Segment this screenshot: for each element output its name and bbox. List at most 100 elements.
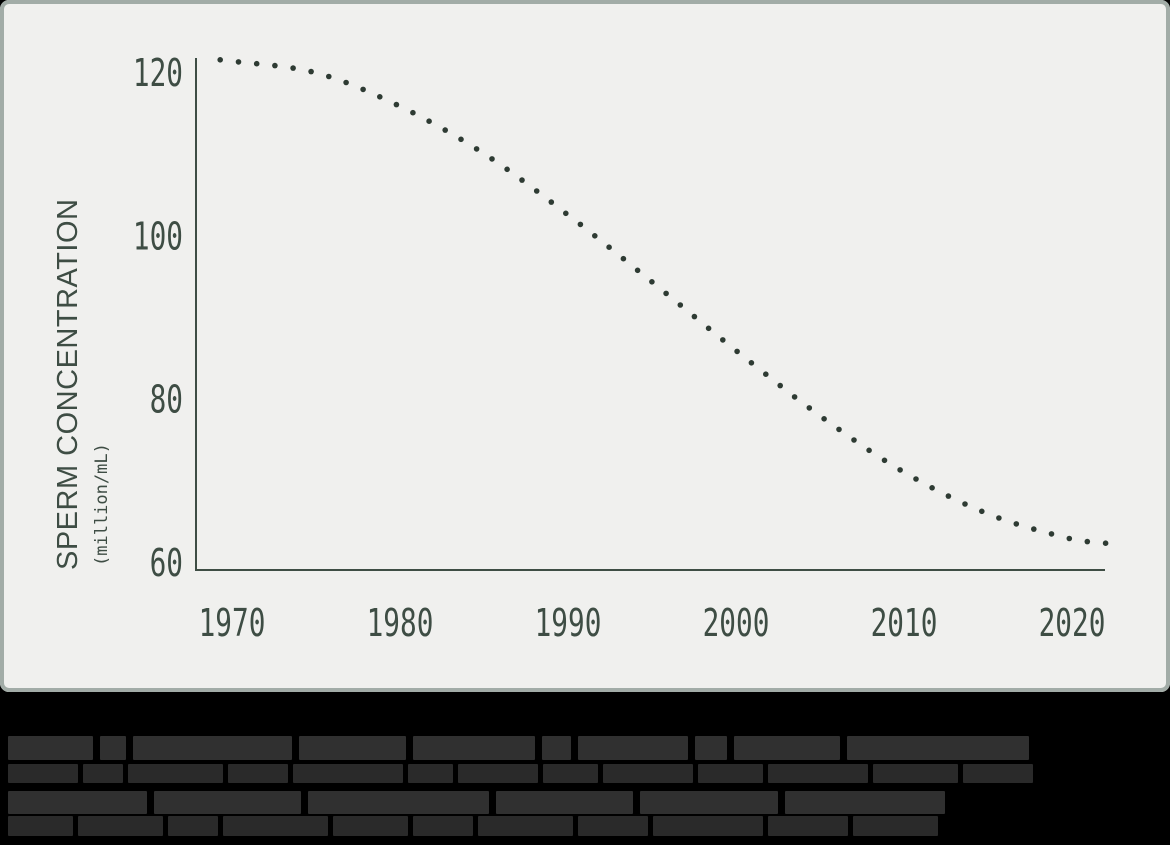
curve-dot <box>533 188 540 194</box>
x-tick-label: 1970 <box>199 601 266 646</box>
caption-word-block <box>873 764 958 783</box>
curve-dot <box>217 57 223 63</box>
curve-dot <box>649 279 655 285</box>
curve-dot <box>821 416 827 422</box>
caption-word-block <box>768 816 848 836</box>
curve-dot <box>343 79 349 86</box>
curve-dot <box>1102 540 1109 546</box>
curve-dot <box>881 457 888 464</box>
caption-word-block <box>785 791 945 814</box>
curve-dot <box>806 405 813 411</box>
curve-dot <box>996 515 1002 521</box>
curve-dot <box>377 94 383 100</box>
caption-word-block <box>128 764 223 783</box>
caption-line <box>0 764 1170 783</box>
caption-word-block <box>695 736 727 760</box>
caption-word-block <box>698 764 763 783</box>
curve-dot <box>748 360 755 366</box>
curve-dot <box>866 447 872 454</box>
curve-dot <box>360 86 366 93</box>
curve-dot <box>272 62 278 69</box>
caption-word-block <box>653 816 763 836</box>
curve-dot <box>897 467 903 473</box>
x-tick-label: 2010 <box>871 601 938 646</box>
curve-dot <box>473 146 480 152</box>
curve-dot <box>1048 531 1055 537</box>
curve-dot <box>851 437 857 443</box>
dotted-curve <box>217 57 1109 546</box>
chart-panel: 60 80 100 120 1970 1980 1990 2000 2010 2020 SPERM… <box>0 0 1170 692</box>
curve-dot <box>563 210 569 217</box>
caption-word-block <box>578 816 648 836</box>
curve-dot <box>962 501 968 507</box>
curve-dot <box>720 337 726 343</box>
curve-dot <box>326 73 332 80</box>
caption-word-block <box>603 764 693 783</box>
caption-word-block <box>408 764 453 783</box>
curve-dot <box>979 508 985 515</box>
x-tick-label: 1990 <box>535 601 602 646</box>
caption-word-block <box>154 791 301 814</box>
caption-word-block <box>333 816 408 836</box>
curve-dot <box>290 65 296 71</box>
caption-word-block <box>308 791 489 814</box>
caption-line <box>0 816 1170 836</box>
y-tick-label: 60 <box>150 541 183 586</box>
caption-redacted-text <box>0 692 1170 845</box>
caption-line <box>0 736 1170 760</box>
curve-dot <box>836 426 842 433</box>
caption-word-block <box>228 764 288 783</box>
caption-word-block <box>543 764 598 783</box>
curve-dot <box>677 302 684 308</box>
curve-dot <box>1066 535 1073 542</box>
caption-word-block <box>768 764 868 783</box>
curve-dot <box>1013 521 1020 527</box>
caption-word-block <box>542 736 571 760</box>
curve-dot <box>592 233 598 239</box>
caption-word-block <box>478 816 573 836</box>
curve-dot <box>945 493 952 499</box>
caption-word-block <box>133 736 292 760</box>
curve-dot <box>913 476 919 482</box>
caption-word-block <box>8 764 78 783</box>
caption-word-block <box>640 791 778 814</box>
y-axis-units-label: (million/mL) <box>92 443 112 566</box>
curve-dot <box>426 118 432 124</box>
curve-dot <box>504 166 510 173</box>
caption-word-block <box>8 816 73 836</box>
caption-word-block <box>413 736 535 760</box>
caption-word-block <box>963 764 1033 783</box>
curve-dot <box>929 485 935 491</box>
caption-word-block <box>847 736 1029 760</box>
caption-word-block <box>458 764 538 783</box>
caption-word-block <box>413 816 473 836</box>
caption-word-block <box>496 791 633 814</box>
curve-dot <box>663 290 669 297</box>
x-tick-label: 2000 <box>703 601 770 646</box>
curve-dot <box>410 109 416 116</box>
curve-dot <box>620 255 627 262</box>
curve-dot <box>777 382 783 389</box>
caption-word-block <box>578 736 688 760</box>
curve-dot <box>791 394 798 400</box>
y-tick-label: 120 <box>133 51 183 96</box>
curve-dot <box>705 325 712 332</box>
curve-dot <box>458 136 464 143</box>
caption-word-block <box>8 791 147 814</box>
caption-word-block <box>299 736 406 760</box>
curve-dot <box>763 371 769 378</box>
y-axis-title: SPERM CONCENTRATION <box>52 198 84 570</box>
caption-word-block <box>78 816 163 836</box>
x-tick-label: 2020 <box>1039 601 1106 646</box>
caption-word-block <box>83 764 123 783</box>
caption-word-block <box>168 816 218 836</box>
curve-dot <box>734 348 740 355</box>
y-tick-label: 80 <box>150 377 183 422</box>
curve-dot <box>634 267 641 274</box>
curve-dot <box>519 177 525 183</box>
curve-dot <box>1084 538 1091 545</box>
curve-dot <box>253 60 260 67</box>
curve-dot <box>691 313 698 320</box>
y-tick-label: 100 <box>133 214 183 259</box>
